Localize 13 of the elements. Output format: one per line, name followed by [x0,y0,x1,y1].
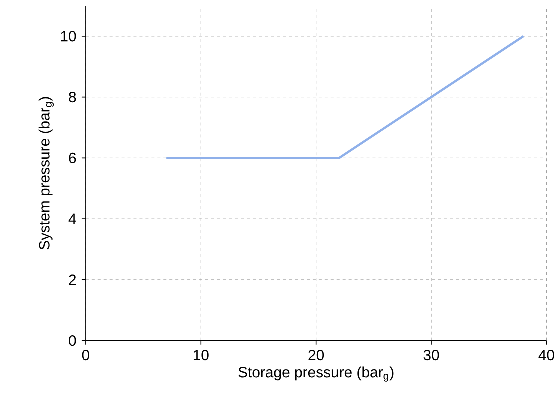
y-tick-label: 8 [69,92,76,103]
y-tick-label: 6 [69,153,76,164]
x-tick-label: 20 [308,350,324,361]
x-tick-label: 0 [82,350,90,361]
y-tick-label: 4 [68,214,76,224]
y-axis-title: System pressure (bar$_{g}$) [38,97,54,250]
y-tick-label: 2 [69,274,76,286]
y-tick-label: 10 [61,31,76,42]
x-tick-label: 30 [424,350,440,361]
y-tick-label: 0 [69,336,76,346]
x-tick-label: 10 [194,350,209,361]
x-tick-label: 40 [538,350,554,361]
x-axis-title: Storage pressure (bar$_{g}$) [238,366,394,382]
